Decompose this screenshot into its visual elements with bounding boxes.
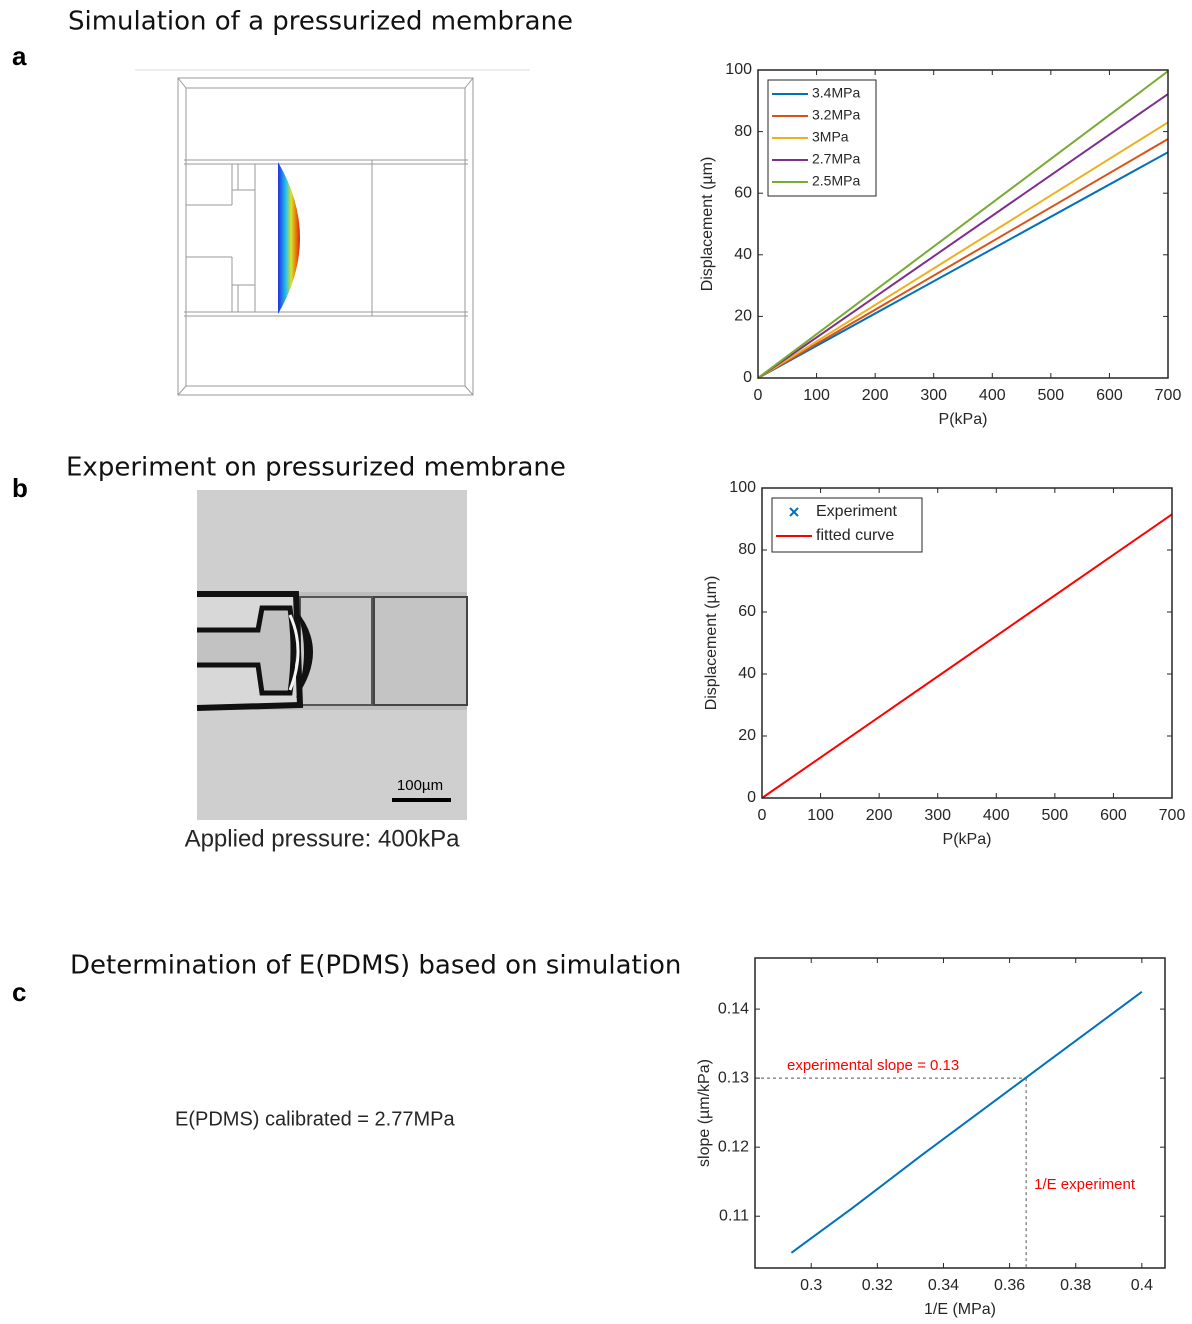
y-tick-label: 0.14 — [718, 1000, 749, 1017]
legend-label: 3.2MPa — [812, 107, 860, 123]
y-tick-label: 40 — [738, 665, 756, 682]
x-axis-label: P(kPa) — [943, 831, 992, 848]
x-tick-label: 600 — [1100, 807, 1127, 824]
simulation-drawing — [135, 69, 530, 396]
y-tick-label: 80 — [734, 123, 752, 140]
x-tick-label: 400 — [983, 807, 1010, 824]
y-tick-label: 40 — [734, 246, 752, 263]
panel-label: a — [12, 41, 27, 71]
y-axis-label: Displacement (µm) — [703, 576, 720, 711]
point — [988, 0, 995, 4]
caption: Applied pressure: 400kPa — [185, 825, 460, 852]
x-tick-label: 0.4 — [1131, 1277, 1153, 1294]
legend-marker — [789, 507, 799, 517]
legend-box — [771, 497, 923, 553]
x-tick-label: 0.32 — [862, 1277, 893, 1294]
series-line — [757, 151, 1169, 379]
legend-label: 3.4MPa — [812, 85, 860, 101]
panel-title: Determination of E(PDMS) based on simula… — [70, 951, 681, 981]
y-axis-label: Displacement (µm) — [699, 157, 716, 292]
x-tick-label: 300 — [924, 807, 951, 824]
panel-label: b — [12, 473, 28, 503]
x-tick-label: 200 — [866, 807, 893, 824]
legend-label: 3MPa — [812, 129, 849, 145]
x-tick-label: 100 — [803, 387, 830, 404]
x-tick-label: 300 — [920, 387, 947, 404]
y-tick-label: 60 — [734, 184, 752, 201]
y-tick-label: 20 — [734, 308, 752, 325]
point — [1152, 0, 1159, 4]
y-tick-label: 0.11 — [719, 1207, 749, 1224]
y-tick-label: 100 — [729, 479, 756, 496]
x-tick-label: 0.34 — [928, 1277, 959, 1294]
x-tick-label: 0.36 — [994, 1277, 1025, 1294]
series-line — [761, 513, 1173, 799]
series-line — [790, 991, 1143, 1254]
y-tick-label: 20 — [738, 727, 756, 744]
microscope-image: 100µm — [196, 490, 468, 820]
x-tick-label: 0.38 — [1060, 1277, 1091, 1294]
x-tick-label: 600 — [1096, 387, 1123, 404]
y-tick-label: 0.12 — [718, 1138, 749, 1155]
x-tick-label: 200 — [862, 387, 889, 404]
legend-label: Experiment — [816, 503, 897, 520]
result-text: E(PDMS) calibrated = 2.77MPa — [175, 1108, 455, 1130]
x-tick-label: 0 — [754, 387, 763, 404]
series-line — [757, 70, 1169, 379]
legend-label: fitted curve — [816, 527, 894, 544]
x-tick-label: 0.3 — [800, 1277, 822, 1294]
annotation: 1/E experiment — [1034, 1176, 1136, 1193]
x-tick-label: 0 — [758, 807, 767, 824]
x-tick-label: 400 — [979, 387, 1006, 404]
scale-bar-label: 100µm — [397, 777, 443, 794]
plot-frame — [761, 487, 1173, 799]
series-line — [757, 121, 1169, 379]
y-tick-label: 60 — [738, 603, 756, 620]
x-tick-label: 700 — [1159, 807, 1186, 824]
x-tick-label: 500 — [1042, 807, 1069, 824]
x-axis-label: P(kPa) — [939, 411, 988, 428]
y-tick-label: 0 — [743, 369, 752, 386]
point — [1061, 0, 1068, 4]
plot-frame — [754, 957, 1166, 1269]
panel-title: Simulation of a pressurized membrane — [68, 7, 573, 37]
plot-frame — [757, 69, 1169, 379]
y-tick-label: 0 — [747, 789, 756, 806]
legend-label: 2.5MPa — [812, 173, 860, 189]
x-tick-label: 700 — [1155, 387, 1182, 404]
y-tick-label: 80 — [738, 541, 756, 558]
legend-label: 2.7MPa — [812, 151, 860, 167]
panel-title: Experiment on pressurized membrane — [66, 453, 566, 483]
y-tick-label: 0.13 — [718, 1069, 749, 1086]
x-tick-label: 500 — [1038, 387, 1065, 404]
panel-label: c — [12, 977, 26, 1007]
y-tick-label: 100 — [725, 61, 752, 78]
y-axis-label: slope (µm/kPa) — [696, 1059, 713, 1167]
x-tick-label: 100 — [807, 807, 834, 824]
x-axis-label: 1/E (MPa) — [924, 1301, 996, 1318]
annotation: experimental slope = 0.13 — [787, 1057, 959, 1074]
series-line — [757, 138, 1169, 379]
series-line — [757, 93, 1169, 379]
